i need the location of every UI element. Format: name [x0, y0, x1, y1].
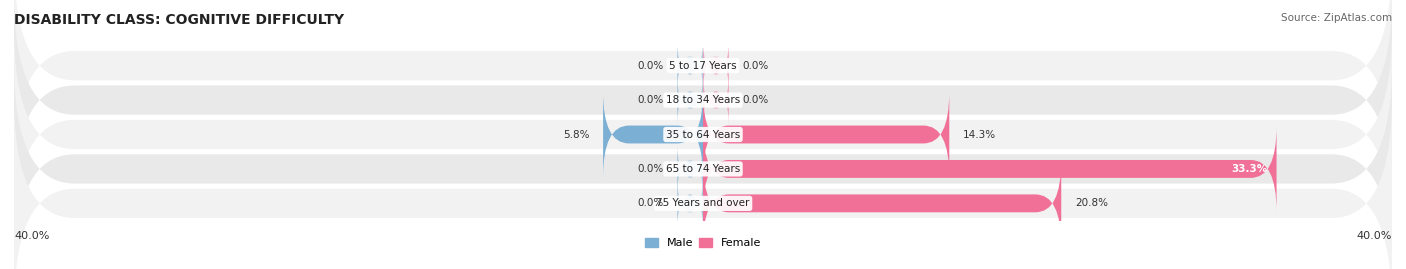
Text: 65 to 74 Years: 65 to 74 Years — [666, 164, 740, 174]
FancyBboxPatch shape — [678, 75, 703, 126]
Text: 0.0%: 0.0% — [742, 95, 769, 105]
Text: 5.8%: 5.8% — [562, 129, 589, 140]
Text: 0.0%: 0.0% — [637, 164, 664, 174]
FancyBboxPatch shape — [678, 143, 703, 194]
FancyBboxPatch shape — [703, 126, 1277, 212]
Text: 0.0%: 0.0% — [742, 61, 769, 71]
Text: 40.0%: 40.0% — [14, 231, 49, 241]
Text: 75 Years and over: 75 Years and over — [657, 198, 749, 208]
FancyBboxPatch shape — [14, 63, 1392, 269]
Text: 0.0%: 0.0% — [637, 198, 664, 208]
Text: 14.3%: 14.3% — [963, 129, 997, 140]
Text: 20.8%: 20.8% — [1076, 198, 1108, 208]
FancyBboxPatch shape — [14, 29, 1392, 240]
Text: 5 to 17 Years: 5 to 17 Years — [669, 61, 737, 71]
Text: 0.0%: 0.0% — [637, 95, 664, 105]
Text: 40.0%: 40.0% — [1357, 231, 1392, 241]
Text: 35 to 64 Years: 35 to 64 Years — [666, 129, 740, 140]
Text: DISABILITY CLASS: COGNITIVE DIFFICULTY: DISABILITY CLASS: COGNITIVE DIFFICULTY — [14, 13, 344, 27]
FancyBboxPatch shape — [678, 178, 703, 229]
FancyBboxPatch shape — [14, 0, 1392, 206]
FancyBboxPatch shape — [603, 92, 703, 177]
Text: Source: ZipAtlas.com: Source: ZipAtlas.com — [1281, 13, 1392, 23]
Legend: Male, Female: Male, Female — [640, 233, 766, 253]
FancyBboxPatch shape — [703, 92, 949, 177]
FancyBboxPatch shape — [678, 40, 703, 91]
FancyBboxPatch shape — [14, 0, 1392, 172]
Text: 0.0%: 0.0% — [637, 61, 664, 71]
FancyBboxPatch shape — [703, 75, 728, 126]
Text: 18 to 34 Years: 18 to 34 Years — [666, 95, 740, 105]
Text: 33.3%: 33.3% — [1232, 164, 1268, 174]
FancyBboxPatch shape — [703, 161, 1062, 246]
FancyBboxPatch shape — [14, 97, 1392, 269]
FancyBboxPatch shape — [703, 40, 728, 91]
